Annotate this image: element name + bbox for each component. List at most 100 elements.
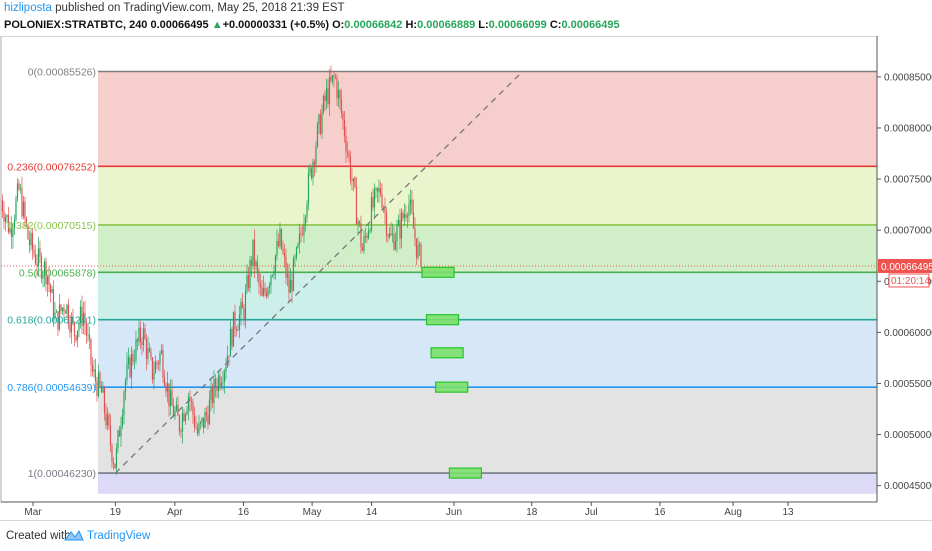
candle-body: [220, 383, 223, 387]
candle-body: [367, 230, 370, 239]
candle-body: [100, 384, 103, 393]
candle-body: [15, 199, 17, 220]
candle-body: [231, 328, 233, 347]
candle-body: [91, 364, 94, 372]
candle-body: [52, 288, 55, 319]
candle-body: [27, 225, 29, 240]
candle-body: [64, 311, 67, 314]
fib-level-labels: 0(0.00085526) 0.236(0.00076252) 0.382(0.00…: [7, 67, 96, 481]
candle-body: [253, 239, 256, 267]
tradingview-brand[interactable]: TradingView: [87, 530, 151, 542]
candle-body: [150, 351, 152, 358]
candle-body: [153, 373, 155, 380]
candle-body: [132, 353, 134, 362]
time-tick-label: 16: [654, 507, 666, 518]
candle-body: [84, 312, 86, 325]
candle-body: [114, 463, 116, 469]
candle-body: [408, 204, 410, 216]
candle-body: [130, 353, 133, 378]
time-axis[interactable]: Mar 19 Apr 16 May 14 Jun 18 Jul 16 Aug 13: [24, 502, 794, 518]
candle-body: [120, 425, 122, 437]
candle-body: [174, 410, 176, 417]
target-box-3: [435, 381, 469, 393]
fib-zone-1: [98, 166, 877, 225]
candle-body: [18, 183, 20, 190]
candle-body: [285, 256, 287, 278]
candle-body: [325, 88, 328, 101]
author-link[interactable]: hizliposta: [4, 2, 52, 14]
candle-body: [151, 357, 154, 380]
candle-body: [46, 276, 49, 285]
candle-body: [136, 339, 139, 342]
candle-body: [259, 284, 262, 288]
price-chart[interactable]: 0(0.00085526) 0.236(0.00076252) 0.382(0.00…: [0, 36, 932, 520]
candle-body: [75, 335, 77, 341]
candle-body: [390, 233, 392, 236]
candle-body: [1, 199, 4, 212]
candle-body: [378, 188, 380, 192]
candle-body: [7, 215, 10, 233]
candle-body: [228, 355, 230, 357]
footer-bar: Created with TradingView: [0, 520, 932, 551]
target-box-1: [425, 314, 460, 326]
close-value: 0.00066495: [561, 19, 620, 31]
candle-body: [96, 381, 98, 397]
candle-body: [117, 430, 119, 449]
fib-level-lines: [98, 70, 877, 474]
candle-body: [238, 314, 241, 330]
candle-body: [309, 168, 311, 173]
candle-body: [232, 311, 235, 347]
time-tick-label: 19: [110, 507, 122, 518]
price-tick-label: 0.00055000: [884, 379, 932, 390]
price-tick-label: 0.00080000: [884, 123, 932, 134]
candle-body: [339, 90, 341, 100]
candle-body: [36, 263, 38, 267]
candle-body: [270, 275, 272, 286]
candle-body: [106, 414, 109, 426]
candle-body: [384, 208, 386, 213]
candle-body: [240, 301, 242, 315]
candle-body: [241, 301, 244, 309]
candle-body: [175, 404, 178, 411]
candle-body: [319, 114, 322, 134]
tradingview-logo-icon[interactable]: [64, 528, 84, 542]
change-value: +0.00000331 (+0.5%): [222, 19, 329, 31]
candle-body: [265, 291, 268, 297]
candle-body: [12, 228, 14, 238]
candle-body: [393, 233, 395, 250]
candle-body: [135, 339, 137, 361]
candle-body: [103, 387, 106, 413]
fib-label-0.236: 0.236(0.00076252): [7, 161, 96, 173]
candle-body: [102, 387, 104, 393]
low-value: 0.00066099: [488, 19, 547, 31]
fib-label-0.786: 0.786(0.00054639): [7, 382, 96, 394]
candle-body: [115, 448, 118, 469]
candle-body: [307, 172, 310, 205]
candle-body: [154, 362, 157, 374]
change-up-icon: ▲: [211, 19, 223, 31]
candle-body: [31, 233, 34, 250]
candle-body: [249, 259, 251, 288]
candle-body: [171, 390, 173, 406]
candle-body: [300, 233, 302, 235]
candle-body: [405, 214, 407, 218]
trend-line[interactable]: [114, 71, 524, 474]
candle-body: [310, 168, 313, 179]
candle-body: [351, 179, 353, 182]
candle-body: [165, 385, 167, 392]
candle-body: [333, 75, 335, 77]
candle-body: [33, 249, 35, 255]
target-boxes[interactable]: [421, 266, 483, 479]
candle-body: [235, 329, 238, 331]
candle-body: [85, 324, 88, 336]
candle-body: [195, 426, 197, 428]
fib-zone-4: [98, 319, 877, 388]
candle-body: [148, 348, 151, 352]
candle-body: [256, 261, 259, 272]
candle-body: [336, 77, 338, 99]
publish-info: published on TradingView.com, May 25, 20…: [51, 2, 345, 14]
candle-body: [30, 233, 32, 246]
candle-body: [87, 334, 89, 336]
candle-body: [82, 312, 85, 326]
candle-body: [406, 215, 409, 218]
